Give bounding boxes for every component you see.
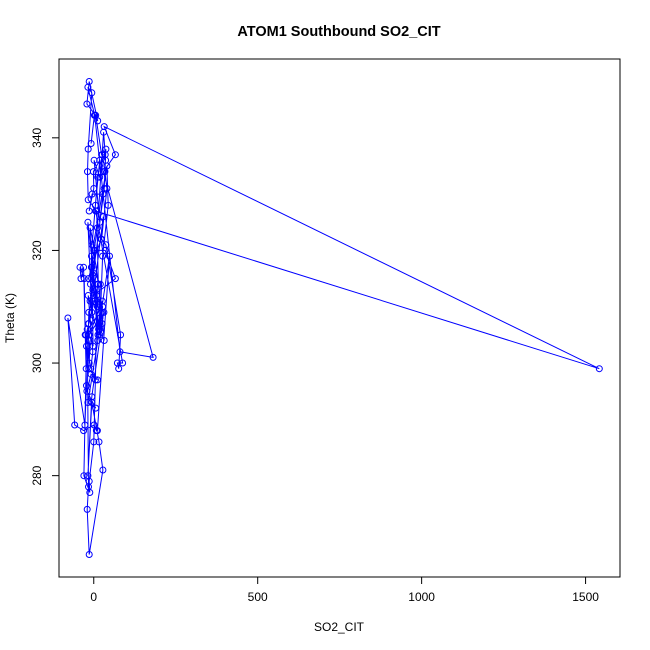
plot-area <box>58 58 621 578</box>
data-point <box>85 477 93 485</box>
data-point <box>77 275 85 283</box>
data-point <box>93 207 101 215</box>
y-axis-label: Theta (K) <box>3 293 17 343</box>
data-point <box>98 297 106 305</box>
data-point <box>84 399 92 406</box>
data-point <box>116 348 124 356</box>
x-tick-label: 0 <box>90 590 97 604</box>
data-point <box>83 382 90 390</box>
data-point <box>80 263 88 271</box>
y-tick-label: 320 <box>30 240 44 260</box>
data-point <box>91 246 99 254</box>
data-point <box>119 359 127 367</box>
data-point <box>100 123 108 131</box>
data-point <box>84 83 92 91</box>
data-point <box>93 427 101 435</box>
data-point <box>99 252 107 260</box>
data-point <box>100 185 108 192</box>
data-point <box>149 353 157 361</box>
x-tick-label: 500 <box>248 590 268 604</box>
data-point <box>80 275 88 283</box>
data-point <box>83 100 91 108</box>
data-point <box>103 185 111 192</box>
data-point <box>82 331 90 339</box>
data-point <box>102 241 110 249</box>
data-point <box>113 359 121 367</box>
data-point <box>117 331 125 339</box>
data-point <box>85 551 93 558</box>
data-point <box>84 196 92 204</box>
data-point <box>84 145 92 153</box>
data-point <box>86 489 94 496</box>
data-point <box>95 438 103 446</box>
data-point <box>88 89 96 97</box>
data-point <box>86 337 94 344</box>
data-point <box>89 286 97 294</box>
data-point <box>102 145 110 153</box>
data-point <box>84 218 92 226</box>
data-point <box>89 342 97 350</box>
data-point <box>88 308 96 316</box>
data-point <box>93 303 101 311</box>
data-point <box>96 280 104 288</box>
chart-title: ATOM1 Southbound SO2_CIT <box>237 24 440 40</box>
y-tick-label: 340 <box>30 127 44 147</box>
data-point <box>80 472 88 480</box>
data-point <box>85 320 93 328</box>
data-point <box>92 404 100 412</box>
data-point <box>93 224 101 232</box>
data-point <box>99 168 107 176</box>
data-point <box>98 151 106 159</box>
data-point <box>104 201 112 209</box>
data-point <box>92 292 100 299</box>
data-point <box>91 111 99 119</box>
data-point <box>98 235 106 243</box>
data-point <box>83 505 91 513</box>
series-line <box>67 81 600 555</box>
x-tick-label: 1500 <box>572 590 599 604</box>
data-point <box>80 427 88 435</box>
data-point <box>85 275 92 283</box>
data-point <box>96 314 104 322</box>
data-point <box>91 376 99 384</box>
data-point <box>93 376 101 384</box>
data-point <box>94 173 102 181</box>
data-point <box>85 359 93 367</box>
x-axis: 0 500 1000 1500 <box>90 576 599 604</box>
data-point <box>88 252 95 260</box>
data-point <box>82 365 90 373</box>
data-point <box>100 308 108 316</box>
data-point <box>85 308 93 316</box>
data-point <box>595 365 603 373</box>
x-tick-label: 1000 <box>408 590 435 604</box>
data-point <box>93 280 101 288</box>
data-point <box>83 342 90 350</box>
data-point <box>86 297 94 305</box>
data-point <box>64 314 72 322</box>
data-point <box>111 275 119 283</box>
data-point <box>84 168 91 176</box>
data-point <box>106 252 113 260</box>
data-point <box>89 269 97 277</box>
data-point <box>99 466 107 474</box>
data-point <box>96 173 104 181</box>
y-tick-label: 300 <box>30 353 44 373</box>
plot-frame <box>58 58 621 578</box>
data-point <box>94 337 102 344</box>
data-point <box>90 438 98 446</box>
x-axis-label: SO2_CIT <box>314 620 365 634</box>
data-point <box>71 421 79 429</box>
y-axis: 280 300 320 340 <box>30 127 60 486</box>
data-point <box>87 140 95 147</box>
data-point <box>95 325 103 333</box>
series-layer <box>64 78 603 558</box>
y-tick-label: 280 <box>30 465 44 485</box>
data-point <box>90 185 98 192</box>
data-point <box>88 393 96 401</box>
data-point <box>111 151 119 159</box>
data-point <box>99 213 107 221</box>
data-point <box>76 263 84 271</box>
